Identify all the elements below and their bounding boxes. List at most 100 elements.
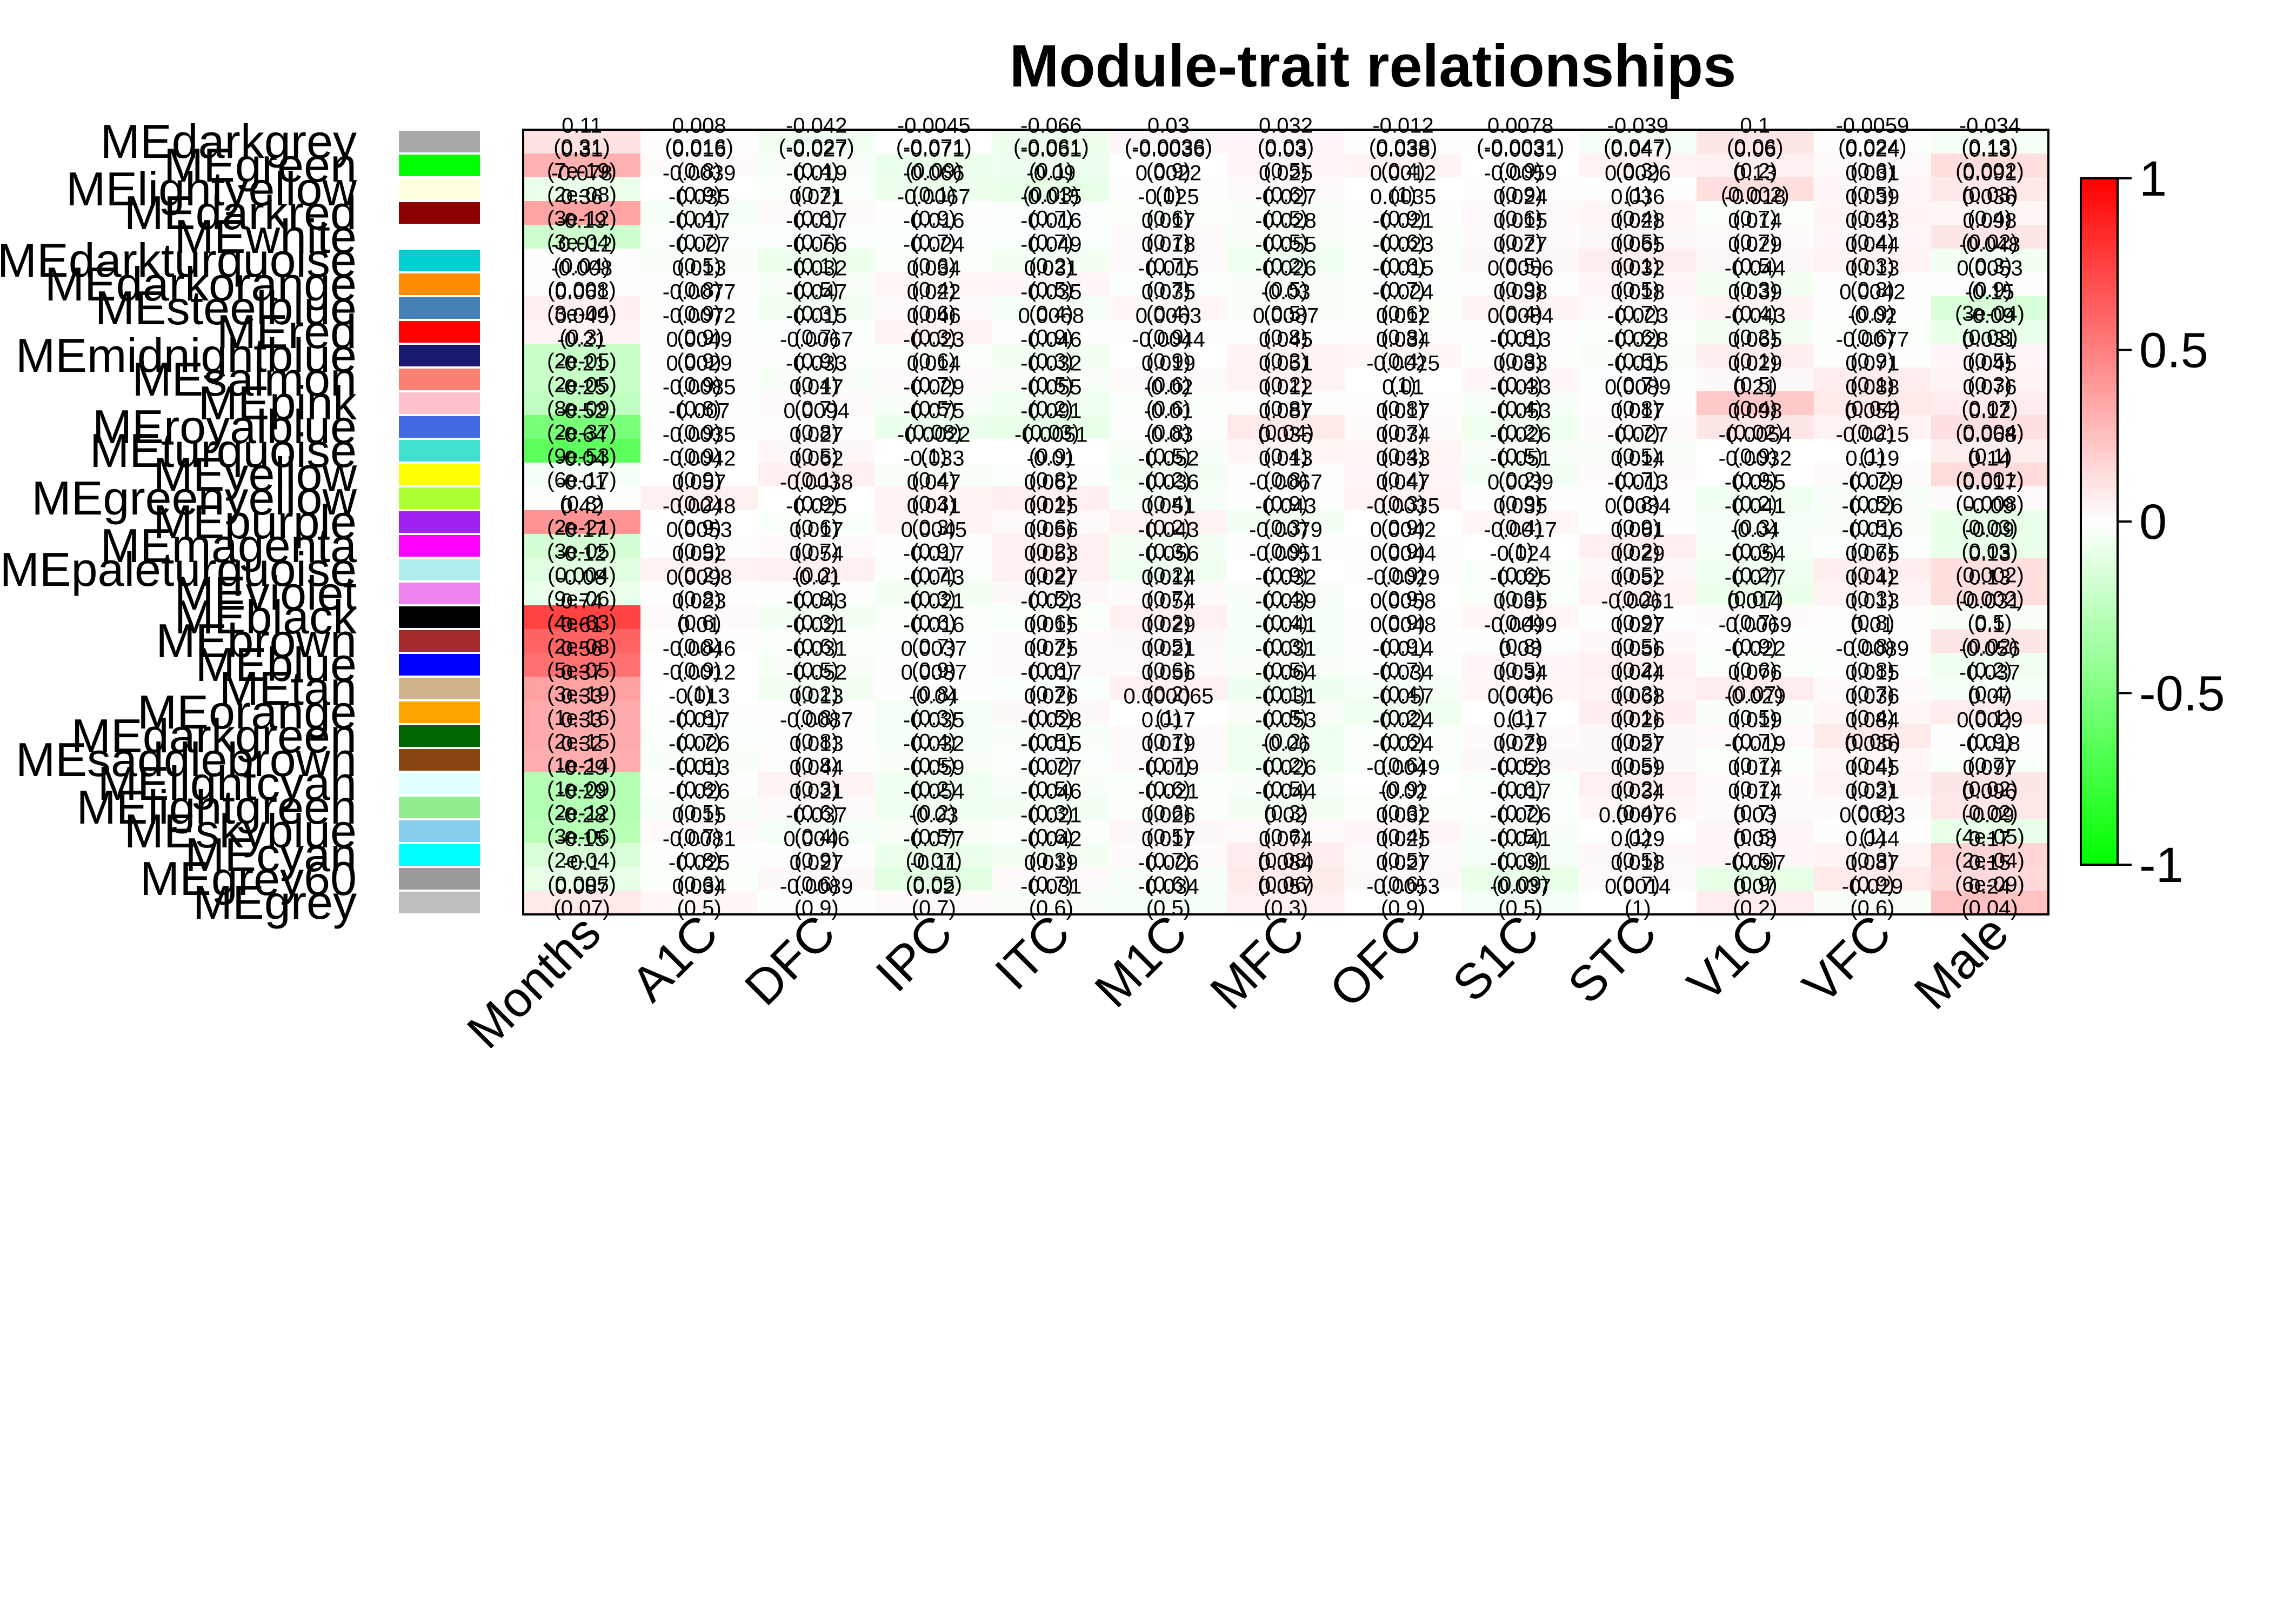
cell-correlation: 0.033 (1376, 446, 1430, 470)
cell-pvalue: (0.8) (1850, 634, 1894, 658)
legend-gradient-step (2081, 316, 2118, 323)
cell-pvalue: (0.8) (794, 420, 839, 444)
cell-correlation: 0.024 (1845, 137, 1899, 161)
cell-pvalue: (0.03) (1023, 183, 1080, 206)
cell-pvalue: (0.04) (1258, 420, 1314, 444)
cell-correlation: -0.016 (1020, 209, 1081, 232)
cell-pvalue: (1) (1507, 539, 1534, 563)
cell-correlation: 0.61 (561, 613, 603, 637)
cell-correlation: -0.033 (903, 446, 964, 470)
heatmap-cell (1344, 510, 1462, 534)
heatmap-cell (1344, 582, 1462, 605)
heatmap-cell (992, 367, 1110, 391)
cell-correlation: -0.0044 (1132, 328, 1205, 351)
cell-pvalue: (0.8) (1029, 468, 1073, 492)
cell-correlation: 0.017 (1611, 399, 1665, 423)
heatmap-cell (758, 249, 876, 272)
heatmap-cell (640, 629, 758, 653)
legend-gradient-step (2081, 288, 2118, 296)
cell-correlation: -0.018 (1725, 185, 1786, 209)
cell-pvalue: (0.9) (1146, 349, 1191, 373)
heatmap-cell (523, 177, 641, 201)
cell-pvalue: (0.9) (677, 516, 721, 539)
cell-correlation: 0.015 (1024, 613, 1078, 637)
heatmap-cell (1931, 748, 2048, 772)
cell-pvalue: (0.4) (1850, 706, 1894, 730)
heatmap-cell (1813, 177, 1931, 201)
heatmap-cell (1696, 439, 1814, 463)
cell-correlation: -0.0061 (1601, 589, 1674, 613)
heatmap-cell (1110, 249, 1227, 272)
cell-pvalue: (0.5) (1381, 848, 1425, 872)
heatmap-cell (1696, 558, 1814, 582)
cell-correlation: -0.046 (1020, 779, 1081, 803)
heatmap-cell (523, 510, 641, 534)
heatmap-cell (1344, 486, 1462, 510)
heatmap-cell (1110, 843, 1227, 867)
module-swatch (399, 369, 480, 390)
cell-correlation: -0.064 (1255, 660, 1316, 684)
row-label: MEdarkred (124, 186, 357, 239)
cell-pvalue: (0.6) (1850, 159, 1894, 183)
heatmap-cell (758, 653, 876, 677)
heatmap-cell (1696, 463, 1814, 486)
heatmap-cell (1344, 891, 1462, 914)
heatmap-cell (875, 225, 993, 249)
heatmap-cell (1813, 605, 1931, 629)
cell-correlation: 0.047 (907, 470, 961, 494)
module-swatch (399, 701, 480, 723)
row-label: MEpurple (153, 495, 357, 549)
cell-pvalue: (0.4) (1615, 801, 1660, 825)
cell-correlation: 0.0056 (1487, 256, 1553, 280)
cell-correlation: 0.017 (1141, 209, 1196, 232)
heatmap-cell (758, 772, 876, 796)
heatmap-cell (523, 201, 641, 225)
heatmap-cell (1696, 748, 1814, 772)
cell-correlation: -0.029 (1842, 470, 1903, 494)
cell-pvalue: (0.7) (1733, 230, 1777, 254)
heatmap-cell (1931, 463, 2048, 486)
cell-correlation: 0.0078 (1487, 113, 1553, 137)
heatmap-cell (1696, 891, 1814, 914)
cell-correlation: 0.044 (1611, 660, 1665, 684)
cell-correlation: -0.025 (1490, 565, 1551, 589)
row-label: MEpink (198, 376, 357, 430)
cell-correlation: 0.021 (790, 779, 844, 803)
cell-correlation: 0.027 (1493, 232, 1547, 256)
cell-pvalue: (0.9) (1381, 611, 1425, 634)
heatmap-cell (1461, 558, 1579, 582)
cell-pvalue: (0.8) (1615, 492, 1660, 516)
cell-pvalue: (0.1) (1615, 254, 1660, 278)
heatmap-cell (523, 843, 641, 867)
heatmap-cell (1696, 415, 1814, 439)
cell-correlation: 0.019 (1141, 351, 1196, 375)
cell-correlation: -0.02 (1848, 304, 1897, 328)
heatmap-cell (1813, 724, 1931, 748)
cell-correlation: -0.091 (1490, 851, 1551, 874)
cell-pvalue: (1) (1859, 444, 1886, 468)
legend-gradient-step (2081, 398, 2118, 406)
heatmap-cell (640, 700, 758, 724)
cell-pvalue: (0.3) (1967, 373, 2012, 397)
cell-correlation: 0.098 (1728, 399, 1782, 423)
cell-correlation: 0.053 (1024, 542, 1078, 565)
heatmap-cell (640, 367, 758, 391)
cell-pvalue: (0.7) (1146, 278, 1191, 302)
heatmap-cell (1696, 130, 1814, 153)
cell-correlation: 0.054 (790, 542, 844, 565)
cell-correlation: -0.19 (557, 209, 606, 232)
cell-correlation: 0.061 (1611, 518, 1665, 542)
cell-correlation: -0.053 (1490, 399, 1551, 423)
cell-correlation: 0.042 (1845, 565, 1899, 589)
cell-correlation: -0.016 (903, 209, 964, 232)
cell-pvalue: (0.04) (1961, 896, 2018, 920)
heatmap-cell (1931, 320, 2048, 344)
heatmap-cell (1344, 558, 1462, 582)
legend-gradient-step (2081, 350, 2118, 358)
cell-pvalue: (0.6) (1146, 206, 1191, 230)
cell-pvalue: (0.1) (794, 468, 839, 492)
heatmap-cell (758, 367, 876, 391)
cell-correlation: 0.027 (1611, 613, 1665, 637)
cell-correlation: -0.066 (786, 232, 847, 256)
heatmap-cell (758, 344, 876, 367)
